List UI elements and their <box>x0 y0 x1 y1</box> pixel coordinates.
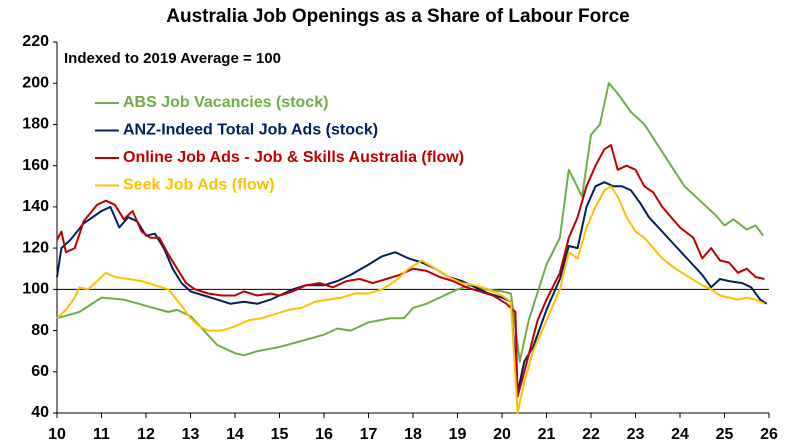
y-tick-label: 60 <box>31 363 49 380</box>
x-tick-label: 25 <box>716 426 734 443</box>
x-tick-label: 17 <box>360 426 378 443</box>
x-tick-label: 12 <box>137 426 155 443</box>
chart-title: Australia Job Openings as a Share of Lab… <box>166 6 630 27</box>
x-tick-label: 26 <box>760 426 778 443</box>
x-tick-label: 24 <box>671 426 689 443</box>
x-tick-label: 11 <box>93 426 110 443</box>
x-tick-label: 22 <box>582 426 600 443</box>
series-line <box>56 185 765 414</box>
chart-subtitle: Indexed to 2019 Average = 100 <box>64 50 281 67</box>
x-tick-label: 10 <box>48 426 66 443</box>
y-tick-label: 100 <box>22 281 49 298</box>
x-tick-label: 18 <box>404 426 422 443</box>
legend-label: Online Job Ads - Job & Skills Australia … <box>123 149 464 166</box>
legend-label: ABS Job Vacancies (stock) <box>123 94 328 111</box>
y-tick-label: 200 <box>22 74 49 91</box>
x-tick-label: 15 <box>271 426 289 443</box>
y-tick-label: 140 <box>22 198 49 215</box>
x-tick-label: 21 <box>538 426 556 443</box>
y-tick-label: 40 <box>31 404 49 421</box>
y-tick-label: 180 <box>22 116 49 133</box>
legend-label: ANZ-Indeed Total Job Ads (stock) <box>123 122 378 139</box>
y-tick-label: 80 <box>31 322 49 339</box>
x-tick-label: 23 <box>627 426 645 443</box>
series-line <box>56 144 765 398</box>
legend-label: Seek Job Ads (flow) <box>123 177 274 194</box>
x-tick-label: 16 <box>315 426 333 443</box>
y-tick-label: 220 <box>22 33 49 50</box>
x-tick-label: 13 <box>182 426 200 443</box>
x-tick-label: 20 <box>493 426 511 443</box>
x-tick-label: 14 <box>226 426 244 443</box>
y-tick-label: 120 <box>22 239 49 256</box>
y-tick-label: 160 <box>22 157 49 174</box>
x-tick-label: 19 <box>449 426 467 443</box>
